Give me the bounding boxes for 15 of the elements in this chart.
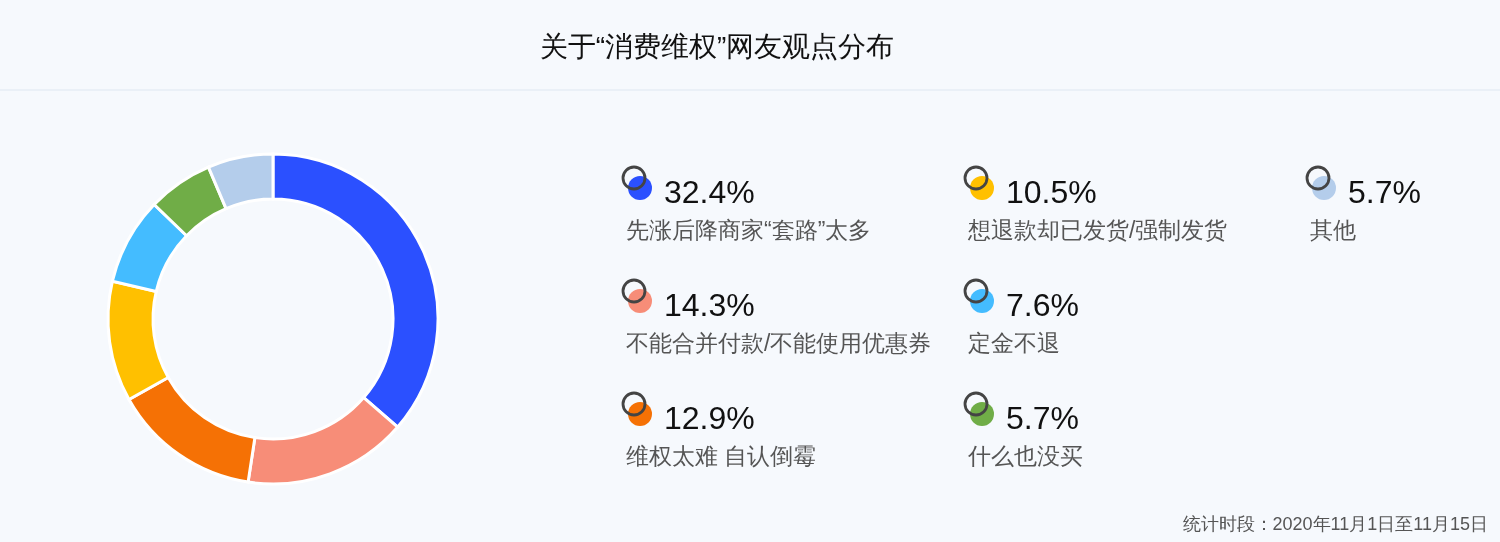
data-label: 10.5% (1006, 174, 1097, 210)
legend-label: 先涨后降商家“套路”太多 (626, 217, 872, 243)
legend-label: 维权太难 自认倒霉 (626, 443, 817, 469)
legend-label: 其他 (1310, 217, 1356, 243)
data-label: 32.4% (664, 174, 755, 210)
data-label: 12.9% (664, 400, 755, 436)
legend-label: 定金不退 (968, 330, 1060, 356)
data-label: 5.7% (1348, 174, 1421, 210)
data-label: 5.7% (1006, 400, 1079, 436)
data-label: 7.6% (1006, 287, 1079, 323)
legend-label: 想退款却已发货/强制发货 (967, 217, 1228, 243)
title: 关于“消费维权”网友观点分布 (539, 31, 895, 62)
data-label: 14.3% (664, 287, 755, 323)
legend-label: 什么也没买 (967, 443, 1083, 469)
legend-label: 不能合并付款/不能使用优惠券 (626, 330, 932, 356)
